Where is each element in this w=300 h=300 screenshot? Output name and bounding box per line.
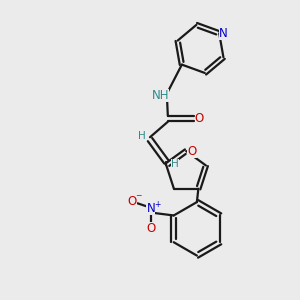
Text: −: − [136, 191, 142, 200]
Text: O: O [195, 112, 204, 125]
Text: +: + [154, 200, 161, 209]
Text: O: O [188, 145, 197, 158]
Text: NH: NH [152, 88, 169, 101]
Text: O: O [128, 195, 137, 208]
Text: H: H [138, 131, 146, 141]
Text: O: O [146, 222, 155, 235]
Text: N: N [219, 27, 228, 40]
Text: H: H [171, 159, 178, 169]
Text: N: N [146, 202, 155, 215]
